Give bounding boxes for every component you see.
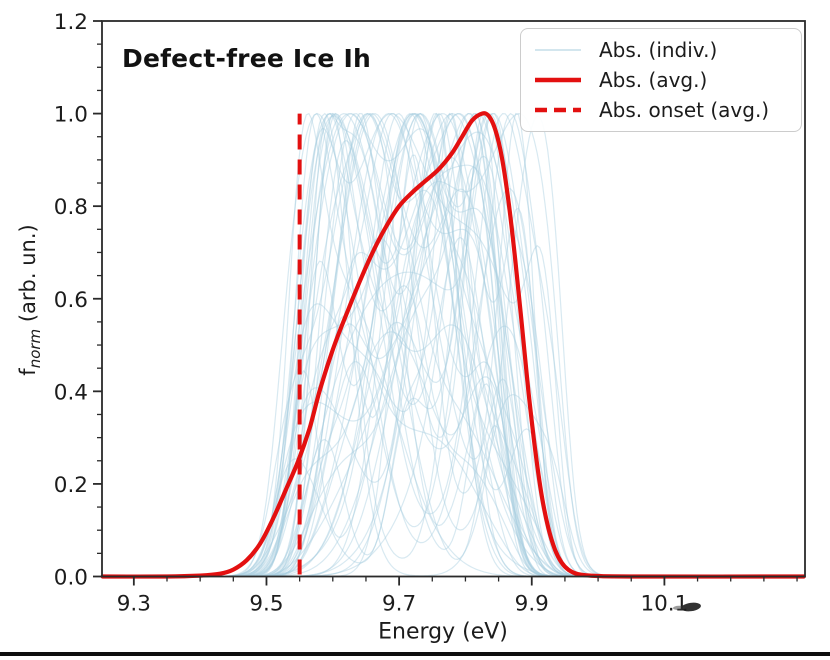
indiv-spectrum-line [186, 112, 612, 577]
axis-ticks: 9.3 9.5 9.7 9.9 10.1 0.0 0.2 0.4 0.6 0.8 1.0 1.2 [54, 10, 798, 617]
cursor-smudge-trail [673, 605, 685, 611]
indiv-spectrum-line [186, 112, 612, 577]
legend-label-onset: Abs. onset (avg.) [599, 98, 770, 122]
x-axis-label: Energy (eV) [378, 619, 508, 645]
x-tick-label: 10.1 [640, 592, 688, 617]
legend-line-indiv-icon [535, 49, 581, 51]
indiv-spectrum-line [186, 112, 612, 577]
legend-entry-onset: Abs. onset (avg.) [533, 95, 791, 125]
y-tick-label: 0.4 [54, 380, 88, 405]
legend-entry-indiv: Abs. (indiv.) [533, 35, 791, 65]
legend-line-avg-icon [535, 77, 581, 83]
indiv-spectrum-line [186, 112, 612, 577]
indiv-spectrum-line [186, 113, 612, 577]
indiv-spectrum-line [186, 112, 612, 577]
y-axis-label: fnorm (arb. un.) [15, 224, 45, 376]
indiv-spectrum-line [186, 112, 612, 577]
indiv-spectrum-line [186, 112, 612, 577]
indiv-spectrum-line [186, 112, 612, 577]
indiv-spectrum-line [186, 112, 612, 577]
x-tick-label: 9.3 [117, 592, 151, 617]
indiv-spectrum-line [186, 112, 612, 577]
indiv-spectrum-line [186, 112, 612, 577]
indiv-spectrum-line [186, 112, 612, 577]
plot-title: Defect-free Ice Ih [122, 44, 371, 73]
indiv-spectrum-line [186, 112, 612, 577]
indiv-spectrum-line [186, 112, 612, 577]
indiv-spectrum-line [186, 112, 612, 577]
indiv-spectrum-line [186, 112, 612, 577]
x-tick-label: 9.5 [249, 592, 283, 617]
cursor-smudge-artifact [681, 602, 701, 612]
avg-spectrum-line [100, 111, 806, 579]
y-tick-label: 1.0 [54, 103, 88, 128]
indiv-spectrum-line [186, 112, 612, 577]
x-tick-label: 9.9 [515, 592, 549, 617]
indiv-spectrum-line [186, 112, 612, 577]
indiv-spectrum-line [186, 112, 612, 577]
y-tick-label: 0.6 [54, 288, 88, 313]
bottom-border-bar [0, 652, 830, 656]
indiv-spectrum-line [186, 112, 612, 577]
indiv-spectrum-line [186, 112, 612, 577]
indiv-spectrum-line [186, 112, 612, 577]
indiv-spectrum-line [186, 112, 612, 577]
indiv-spectrum-line [186, 112, 612, 577]
y-tick-label: 1.2 [54, 10, 88, 35]
indiv-curves-group [186, 112, 612, 577]
indiv-spectrum-line [186, 112, 612, 577]
y-tick-label: 0.0 [54, 566, 88, 591]
indiv-spectrum-line [186, 112, 612, 577]
legend: Abs. (indiv.) Abs. (avg.) Abs. onset (av… [520, 28, 802, 132]
legend-label-avg: Abs. (avg.) [599, 68, 708, 92]
y-tick-label: 0.8 [54, 195, 88, 220]
indiv-spectrum-line [186, 112, 612, 577]
indiv-spectrum-line [186, 112, 612, 577]
indiv-spectrum-line [186, 112, 612, 577]
legend-dashed-line-icon [535, 107, 581, 113]
x-tick-label: 9.7 [382, 592, 416, 617]
legend-label-indiv: Abs. (indiv.) [599, 38, 718, 62]
y-tick-label: 0.2 [54, 473, 88, 498]
legend-entry-avg: Abs. (avg.) [533, 65, 791, 95]
indiv-spectrum-line [186, 112, 612, 577]
